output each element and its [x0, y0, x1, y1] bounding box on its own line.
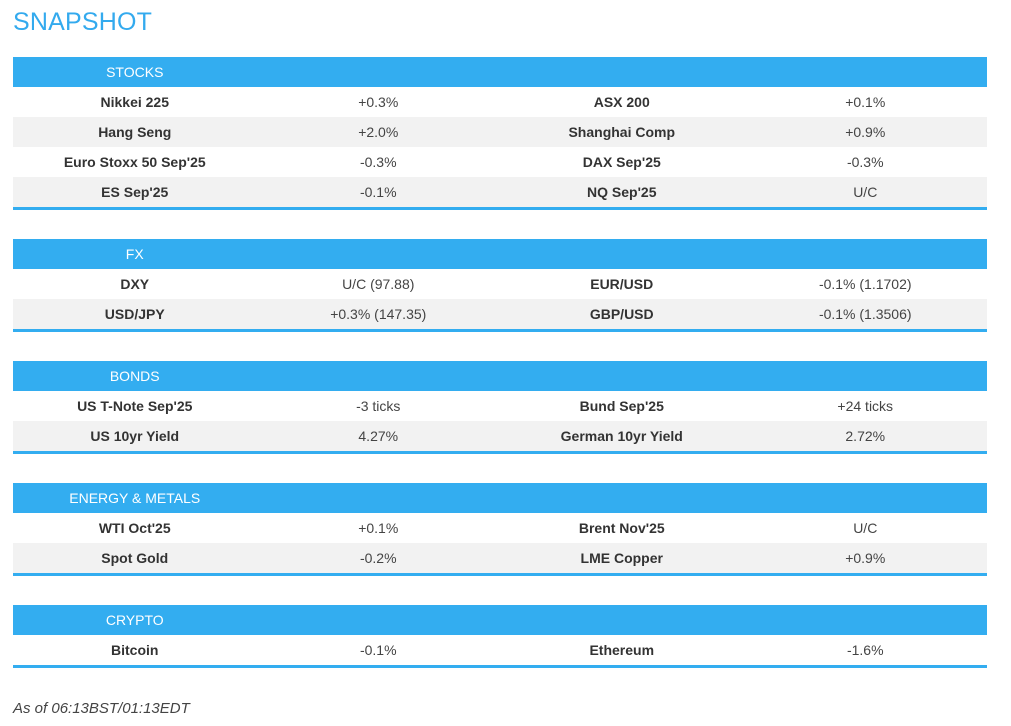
- section-crypto: CRYPTO Bitcoin -0.1% Ethereum -1.6%: [13, 605, 987, 668]
- instrument-value: -3 ticks: [356, 398, 401, 414]
- instrument-name: EUR/USD: [590, 276, 654, 292]
- table-row: Nikkei 225 +0.3% ASX 200 +0.1%: [13, 87, 987, 117]
- table-row: Spot Gold -0.2% LME Copper +0.9%: [13, 543, 987, 573]
- instrument-name: GBP/USD: [589, 306, 654, 322]
- instrument-name: Shanghai Comp: [568, 124, 676, 140]
- instrument-value: -1.6%: [846, 642, 884, 658]
- instrument-value: +0.1%: [358, 520, 399, 536]
- table-row: Hang Seng +2.0% Shanghai Comp +0.9%: [13, 117, 987, 147]
- instrument-value: U/C: [853, 184, 878, 200]
- instrument-name: NQ Sep'25: [587, 184, 657, 200]
- instrument-name: USD/JPY: [104, 306, 165, 322]
- instrument-value: +0.9%: [845, 550, 886, 566]
- instrument-value: -0.3%: [359, 154, 397, 170]
- instrument-name: ASX 200: [593, 94, 650, 110]
- instrument-name: Ethereum: [589, 642, 655, 658]
- instrument-name: Bund Sep'25: [579, 398, 664, 414]
- instrument-value: -0.1%: [359, 642, 397, 658]
- instrument-name: DXY: [120, 276, 150, 292]
- instrument-name: Euro Stoxx 50 Sep'25: [63, 154, 206, 170]
- instrument-value: -0.1% (1.1702): [818, 276, 912, 292]
- table-row: ES Sep'25 -0.1% NQ Sep'25 U/C: [13, 177, 987, 207]
- instrument-value: +0.9%: [845, 124, 886, 140]
- section-header: STOCKS: [13, 57, 987, 87]
- instrument-name: Hang Seng: [98, 124, 172, 140]
- section-header: BONDS: [13, 361, 987, 391]
- page-title: SNAPSHOT: [13, 8, 153, 36]
- instrument-value: -0.1% (1.3506): [818, 306, 912, 322]
- table-row: Euro Stoxx 50 Sep'25 -0.3% DAX Sep'25 -0.3%: [13, 147, 987, 177]
- section-header: FX: [13, 239, 987, 269]
- instrument-value: -0.3%: [846, 154, 884, 170]
- section-header: ENERGY & METALS: [13, 483, 987, 513]
- table-row: Bitcoin -0.1% Ethereum -1.6%: [13, 635, 987, 665]
- instrument-name: Nikkei 225: [100, 94, 170, 110]
- section-title: CRYPTO: [105, 612, 164, 628]
- instrument-name: DAX Sep'25: [582, 154, 661, 170]
- section-title: STOCKS: [106, 64, 164, 80]
- section-bonds: BONDS US T-Note Sep'25 -3 ticks Bund Sep'25…: [13, 361, 987, 454]
- timestamp: As of 06:13BST/01:13EDT: [13, 700, 190, 717]
- section-header: CRYPTO: [13, 605, 987, 635]
- instrument-name: Spot Gold: [101, 550, 169, 566]
- section-stocks: STOCKS Nikkei 225 +0.3% ASX 200 +0.1% Hang Se…: [13, 57, 987, 210]
- instrument-value: 4.27%: [358, 428, 399, 444]
- instrument-name: US T-Note Sep'25: [77, 398, 193, 414]
- instrument-name: US 10yr Yield: [90, 428, 180, 444]
- table-row: US T-Note Sep'25 -3 ticks Bund Sep'25 +24 t…: [13, 391, 987, 421]
- instrument-value: +24 ticks: [837, 398, 894, 414]
- section-title: BONDS: [109, 368, 160, 384]
- instrument-value: 2.72%: [845, 428, 886, 444]
- instrument-name: ES Sep'25: [101, 184, 169, 200]
- instrument-value: +0.3%: [358, 94, 399, 110]
- table-row: WTI Oct'25 +0.1% Brent Nov'25 U/C: [13, 513, 987, 543]
- instrument-value: +0.3% (147.35): [330, 306, 427, 322]
- instrument-value: -0.2%: [359, 550, 397, 566]
- instrument-value: U/C (97.88): [342, 276, 415, 292]
- table-row: DXY U/C (97.88) EUR/USD -0.1% (1.1702): [13, 269, 987, 299]
- snapshot-tables: STOCKS Nikkei 225 +0.3% ASX 200 +0.1% Hang Se…: [13, 57, 987, 697]
- instrument-name: Brent Nov'25: [578, 520, 665, 536]
- instrument-name: German 10yr Yield: [560, 428, 683, 444]
- section-fx: FX DXY U/C (97.88) EUR/USD -0.1% (1.1702) USD…: [13, 239, 987, 332]
- section-title: ENERGY & METALS: [69, 490, 201, 506]
- instrument-name: WTI Oct'25: [98, 520, 171, 536]
- table-row: US 10yr Yield 4.27% German 10yr Yield 2.72%: [13, 421, 987, 451]
- instrument-value: +2.0%: [358, 124, 399, 140]
- section-energy-metals: ENERGY & METALS WTI Oct'25 +0.1% Brent Nov'…: [13, 483, 987, 576]
- instrument-value: +0.1%: [845, 94, 886, 110]
- instrument-value: U/C: [853, 520, 878, 536]
- instrument-value: -0.1%: [359, 184, 397, 200]
- section-title: FX: [125, 246, 144, 262]
- instrument-name: Bitcoin: [111, 642, 159, 658]
- instrument-name: LME Copper: [580, 550, 663, 566]
- table-row: USD/JPY +0.3% (147.35) GBP/USD -0.1% (1.350…: [13, 299, 987, 329]
